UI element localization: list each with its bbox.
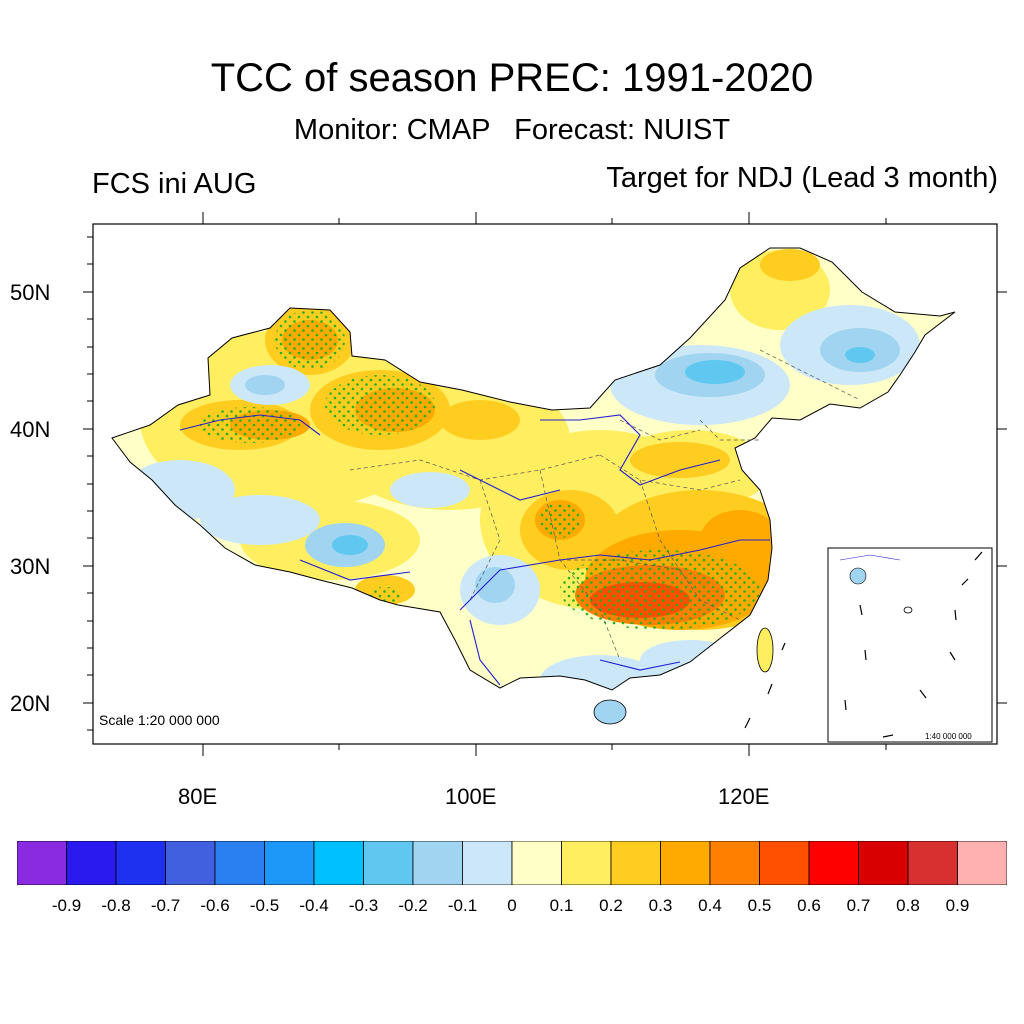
colorbar-swatch — [412, 841, 463, 885]
colorbar-tick-label: 0.8 — [896, 896, 920, 915]
china-outline — [111, 247, 956, 691]
colorbar-swatch — [660, 841, 711, 885]
lat-label-20n: 20N — [10, 691, 51, 716]
colorbar-tick-label: -0.4 — [299, 896, 329, 915]
colorbar-tick-label: 0.2 — [599, 896, 623, 915]
colorbar-tick-label: -0.5 — [249, 896, 280, 915]
colorbar-swatch — [115, 841, 166, 885]
colorbar-swatch — [759, 841, 810, 885]
lat-ticks — [83, 236, 1007, 731]
chart-subtitle: Monitor: CMAP Forecast: NUIST — [293, 114, 731, 146]
lon-label-80e: 80E — [178, 784, 218, 809]
colorbar-swatch — [313, 841, 364, 885]
colorbar-swatch — [462, 841, 513, 885]
colorbar-tick-label: 0.5 — [747, 896, 772, 915]
colorbar-tick-label: 0.9 — [945, 896, 970, 915]
lon-ticks — [202, 212, 887, 756]
colorbar-tick-label: -0.7 — [150, 896, 181, 915]
colorbar-tick-label: 0.4 — [698, 896, 722, 915]
colorbar-swatch — [363, 841, 414, 885]
colorbar-tick-label: 0 — [507, 896, 517, 915]
target-label: Target for NDJ (Lead 3 month) — [606, 162, 998, 194]
lon-label-100e: 100E — [445, 784, 497, 809]
colorbar-tick-label: 0.7 — [846, 896, 871, 915]
colorbar-tick-label: -0.6 — [200, 896, 230, 915]
south-china-sea-inset — [827, 547, 993, 743]
colorbar-swatch — [511, 841, 562, 885]
colorbar-swatch — [709, 841, 760, 885]
island-marks — [744, 642, 786, 729]
colorbar — [17, 841, 1007, 885]
colorbar-tick-label: -0.9 — [51, 896, 82, 915]
colorbar-swatch — [66, 841, 117, 885]
colorbar-tick-label: 0.1 — [549, 896, 574, 915]
map-figure — [83, 212, 1007, 756]
lon-label-120e: 120E — [718, 784, 770, 809]
colorbar-swatch — [264, 841, 315, 885]
taiwan — [756, 627, 774, 673]
colorbar-tick-label: 0.6 — [797, 896, 821, 915]
colorbar-tick-label: -0.3 — [348, 896, 379, 915]
colorbar-swatch — [858, 841, 909, 885]
colorbar-swatch — [17, 841, 67, 885]
chart-title: TCC of season PREC: 1991-2020 — [210, 56, 814, 100]
scale-text: Scale 1:20 000 000 — [99, 712, 220, 728]
lat-label-30n: 30N — [10, 554, 51, 579]
colorbar-swatch — [957, 841, 1007, 885]
colorbar-swatch — [610, 841, 661, 885]
colorbar-tick-label: -0.8 — [101, 896, 131, 915]
colorbar-tick-label: 0.3 — [648, 896, 673, 915]
colorbar-swatch — [165, 841, 216, 885]
colorbar-swatch — [561, 841, 612, 885]
colorbar-swatch — [808, 841, 859, 885]
colorbar-swatch — [214, 841, 265, 885]
colorbar-tick-label: -0.1 — [447, 896, 478, 915]
hainan — [593, 699, 627, 725]
colorbar-tick-label: -0.2 — [398, 896, 428, 915]
init-label: FCS ini AUG — [92, 168, 257, 200]
lat-label-50n: 50N — [10, 280, 51, 305]
lat-label-40n: 40N — [10, 417, 51, 442]
inset-scale-text: 1:40 000 000 — [925, 732, 972, 741]
colorbar-swatch — [907, 841, 958, 885]
rivers — [179, 414, 770, 686]
